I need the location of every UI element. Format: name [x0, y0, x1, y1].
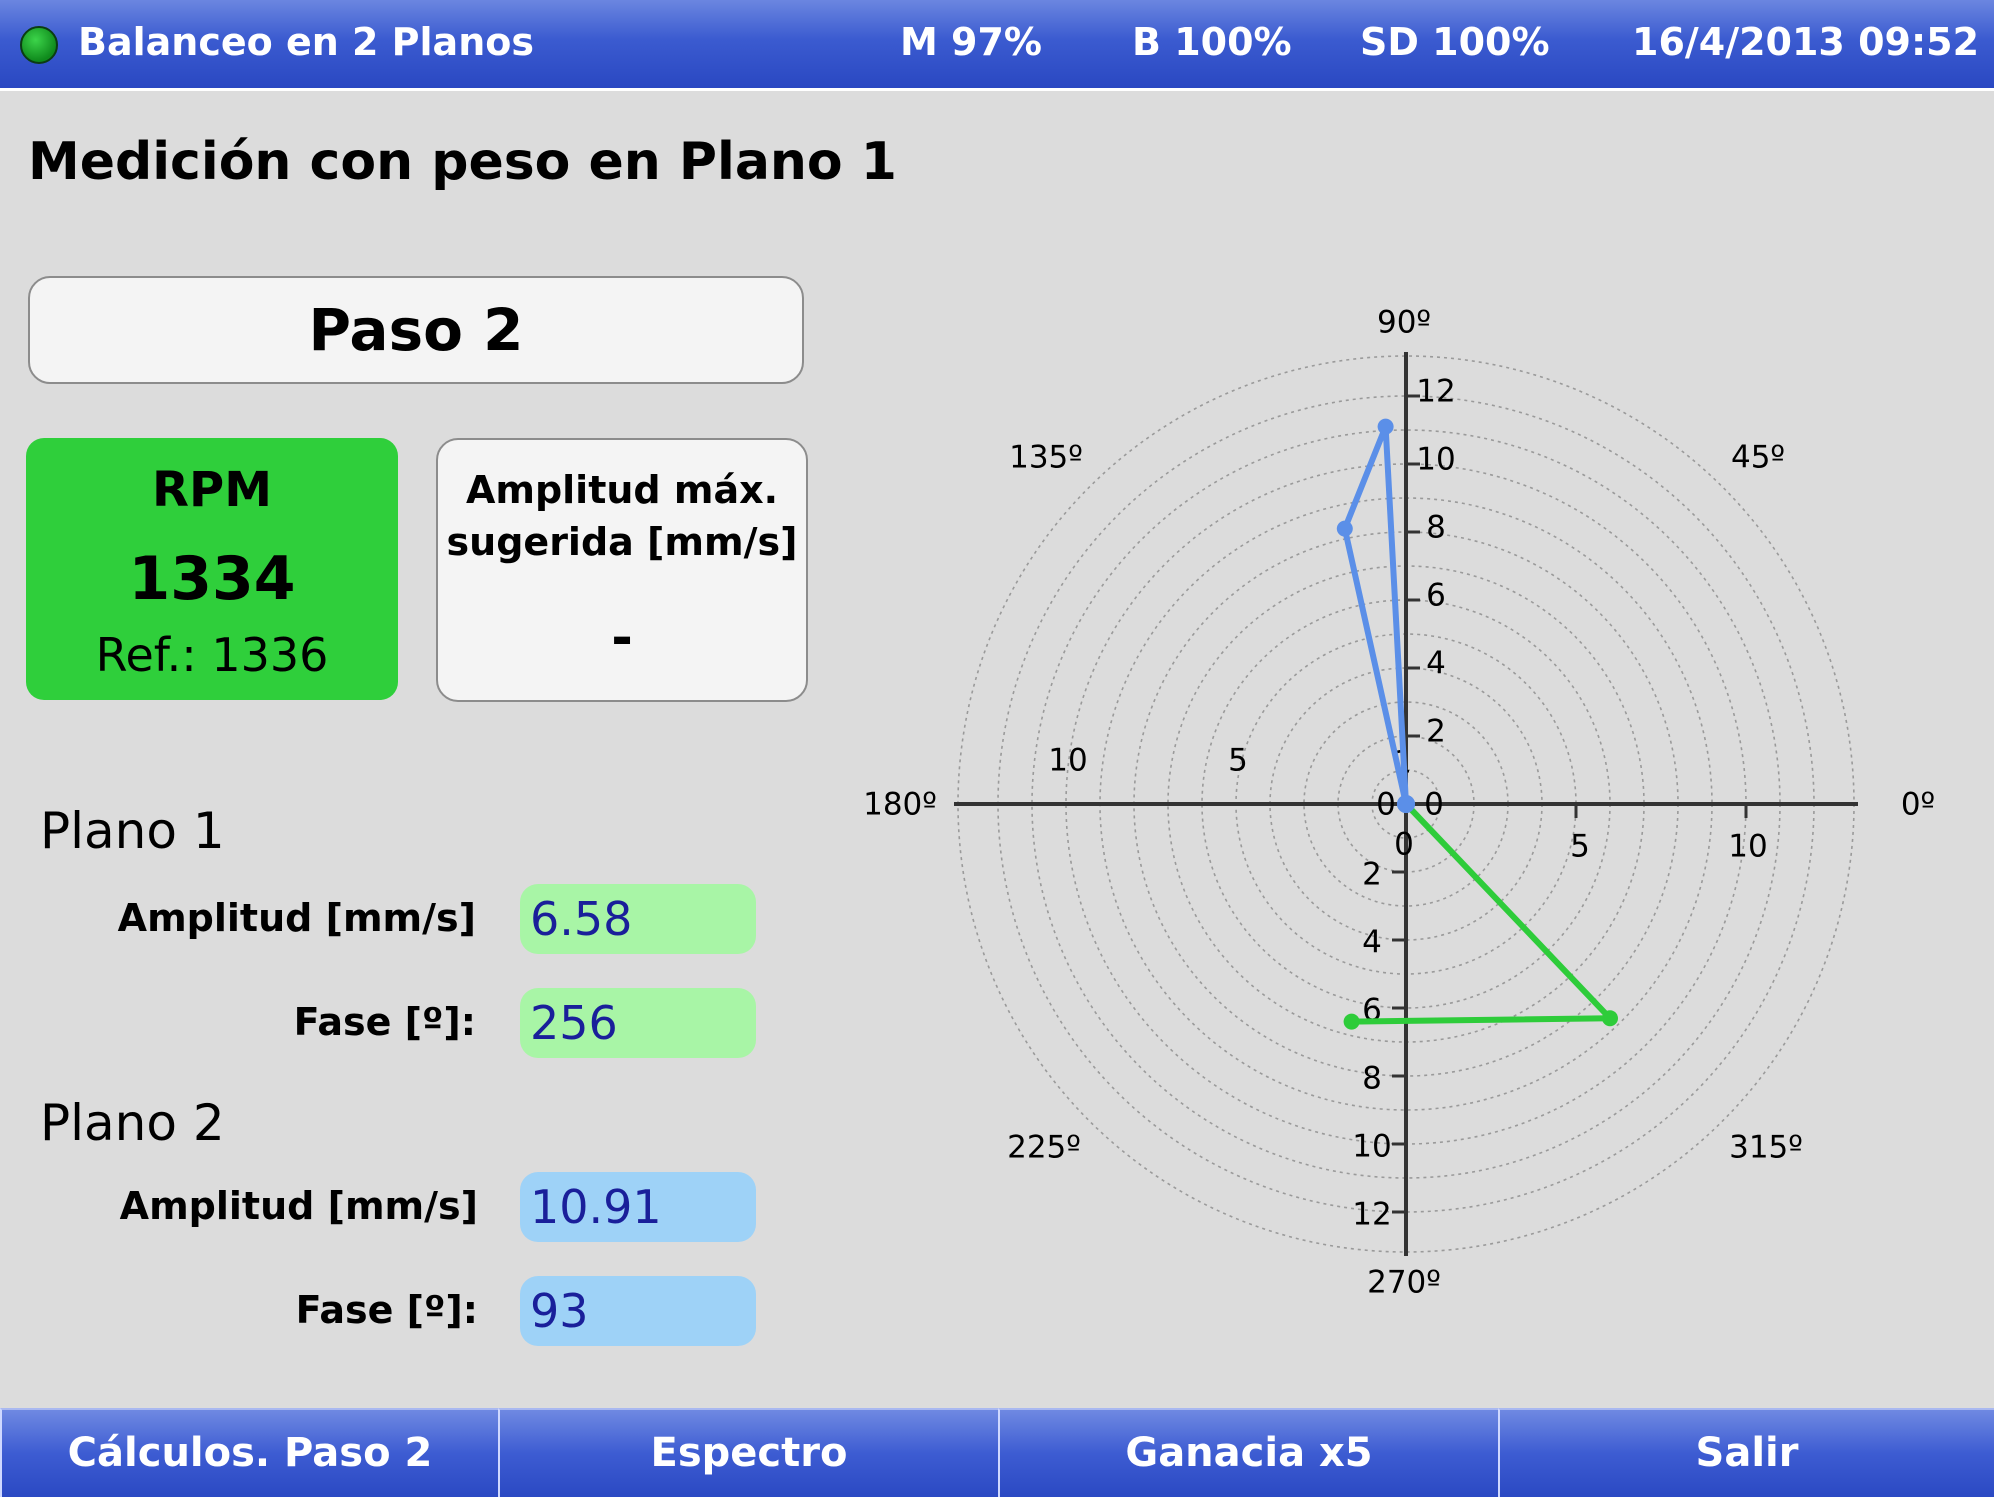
plane1-amplitude-label: Amplitud [mm/s]	[117, 896, 476, 940]
rpm-panel: RPM 1334 Ref.: 1336	[26, 438, 398, 700]
sd-indicator: SD 100%	[1360, 20, 1550, 64]
origin-label: 0	[1394, 827, 1414, 863]
y-tick-label: 8	[1362, 1061, 1382, 1097]
y-tick-label: 12	[1416, 374, 1455, 410]
y-tick-label: 4	[1362, 925, 1382, 961]
angle-label: 0º	[1901, 787, 1935, 823]
plane2-amplitude-field: 10.91	[520, 1172, 756, 1242]
rpm-label: RPM	[152, 462, 272, 518]
rpm-reference: Ref.: 1336	[95, 628, 329, 682]
plane2-phase-field: 93	[520, 1276, 756, 1346]
status-led-icon	[20, 26, 58, 64]
plane2-amplitude-label: Amplitud [mm/s]	[119, 1184, 478, 1228]
datetime-display: 16/4/2013 09:52	[1632, 20, 1980, 64]
x-tick-label: 10	[1048, 743, 1087, 779]
bottom-toolbar: Cálculos. Paso 2 Espectro Ganacia x5 Sal…	[0, 1408, 1994, 1497]
x-tick-label: 5	[1570, 829, 1590, 865]
angle-label: 315º	[1729, 1130, 1803, 1166]
origin-label: 0	[1424, 787, 1444, 823]
max-amplitude-value: -	[611, 608, 633, 668]
battery-indicator: B 100%	[1132, 20, 1292, 64]
spectrum-button[interactable]: Espectro	[498, 1408, 998, 1497]
series-line	[1341, 423, 1409, 805]
angle-label: 270º	[1367, 1265, 1441, 1301]
origin-label: 0	[1376, 787, 1396, 823]
y-tick-label: 10	[1416, 442, 1455, 478]
max-amplitude-panel: Amplitud máx. sugerida [mm/s] -	[436, 438, 808, 702]
y-tick-label: 2	[1362, 857, 1382, 893]
series-point	[1336, 520, 1353, 537]
y-tick-label: 8	[1426, 510, 1446, 546]
y-tick-label: 6	[1426, 578, 1446, 614]
y-tick-label: 2	[1426, 714, 1446, 750]
angle-label: 45º	[1731, 440, 1785, 476]
plane1-phase-label: Fase [º]:	[293, 1000, 476, 1044]
angle-label: 135º	[1009, 440, 1083, 476]
origin-point	[1397, 795, 1415, 813]
step-indicator: Paso 2	[28, 276, 804, 384]
x-tick-label: 10	[1728, 829, 1767, 865]
plane1-amplitude-field: 6.58	[520, 884, 756, 954]
calculations-step2-button[interactable]: Cálculos. Paso 2	[0, 1408, 498, 1497]
plane2-title: Plano 2	[40, 1094, 225, 1152]
screen-title: Medición con peso en Plano 1	[28, 132, 897, 192]
gain-x5-button[interactable]: Ganacia x5	[998, 1408, 1498, 1497]
angle-label: 90º	[1377, 305, 1431, 341]
max-amplitude-label-1: Amplitud máx.	[465, 468, 779, 512]
y-tick-label: 10	[1352, 1129, 1391, 1165]
y-tick-label: 12	[1352, 1197, 1391, 1233]
series-point	[1602, 1010, 1618, 1027]
polar-vibration-chart: 10 55 100 00122446688101012120º45º90º135º18…	[863, 305, 1935, 1301]
max-amplitude-label-2: sugerida [mm/s]	[446, 520, 798, 564]
y-tick-label: 4	[1426, 646, 1446, 682]
memory-indicator: M 97%	[900, 20, 1042, 64]
rpm-value: 1334	[128, 544, 296, 614]
plane2-phase-label: Fase [º]:	[295, 1288, 478, 1332]
angle-label: 225º	[1007, 1130, 1081, 1166]
plane1-title: Plano 1	[40, 802, 225, 860]
plane1-phase-field: 256	[520, 988, 756, 1058]
x-tick-label: 5	[1228, 743, 1248, 779]
angle-label: 180º	[863, 787, 937, 823]
series-point	[1343, 1013, 1360, 1030]
status-bar: Balanceo en 2 Planos M 97% B 100% SD 100…	[0, 0, 1994, 91]
exit-button[interactable]: Salir	[1498, 1408, 1994, 1497]
app-title: Balanceo en 2 Planos	[78, 20, 534, 64]
series-point	[1377, 418, 1394, 435]
